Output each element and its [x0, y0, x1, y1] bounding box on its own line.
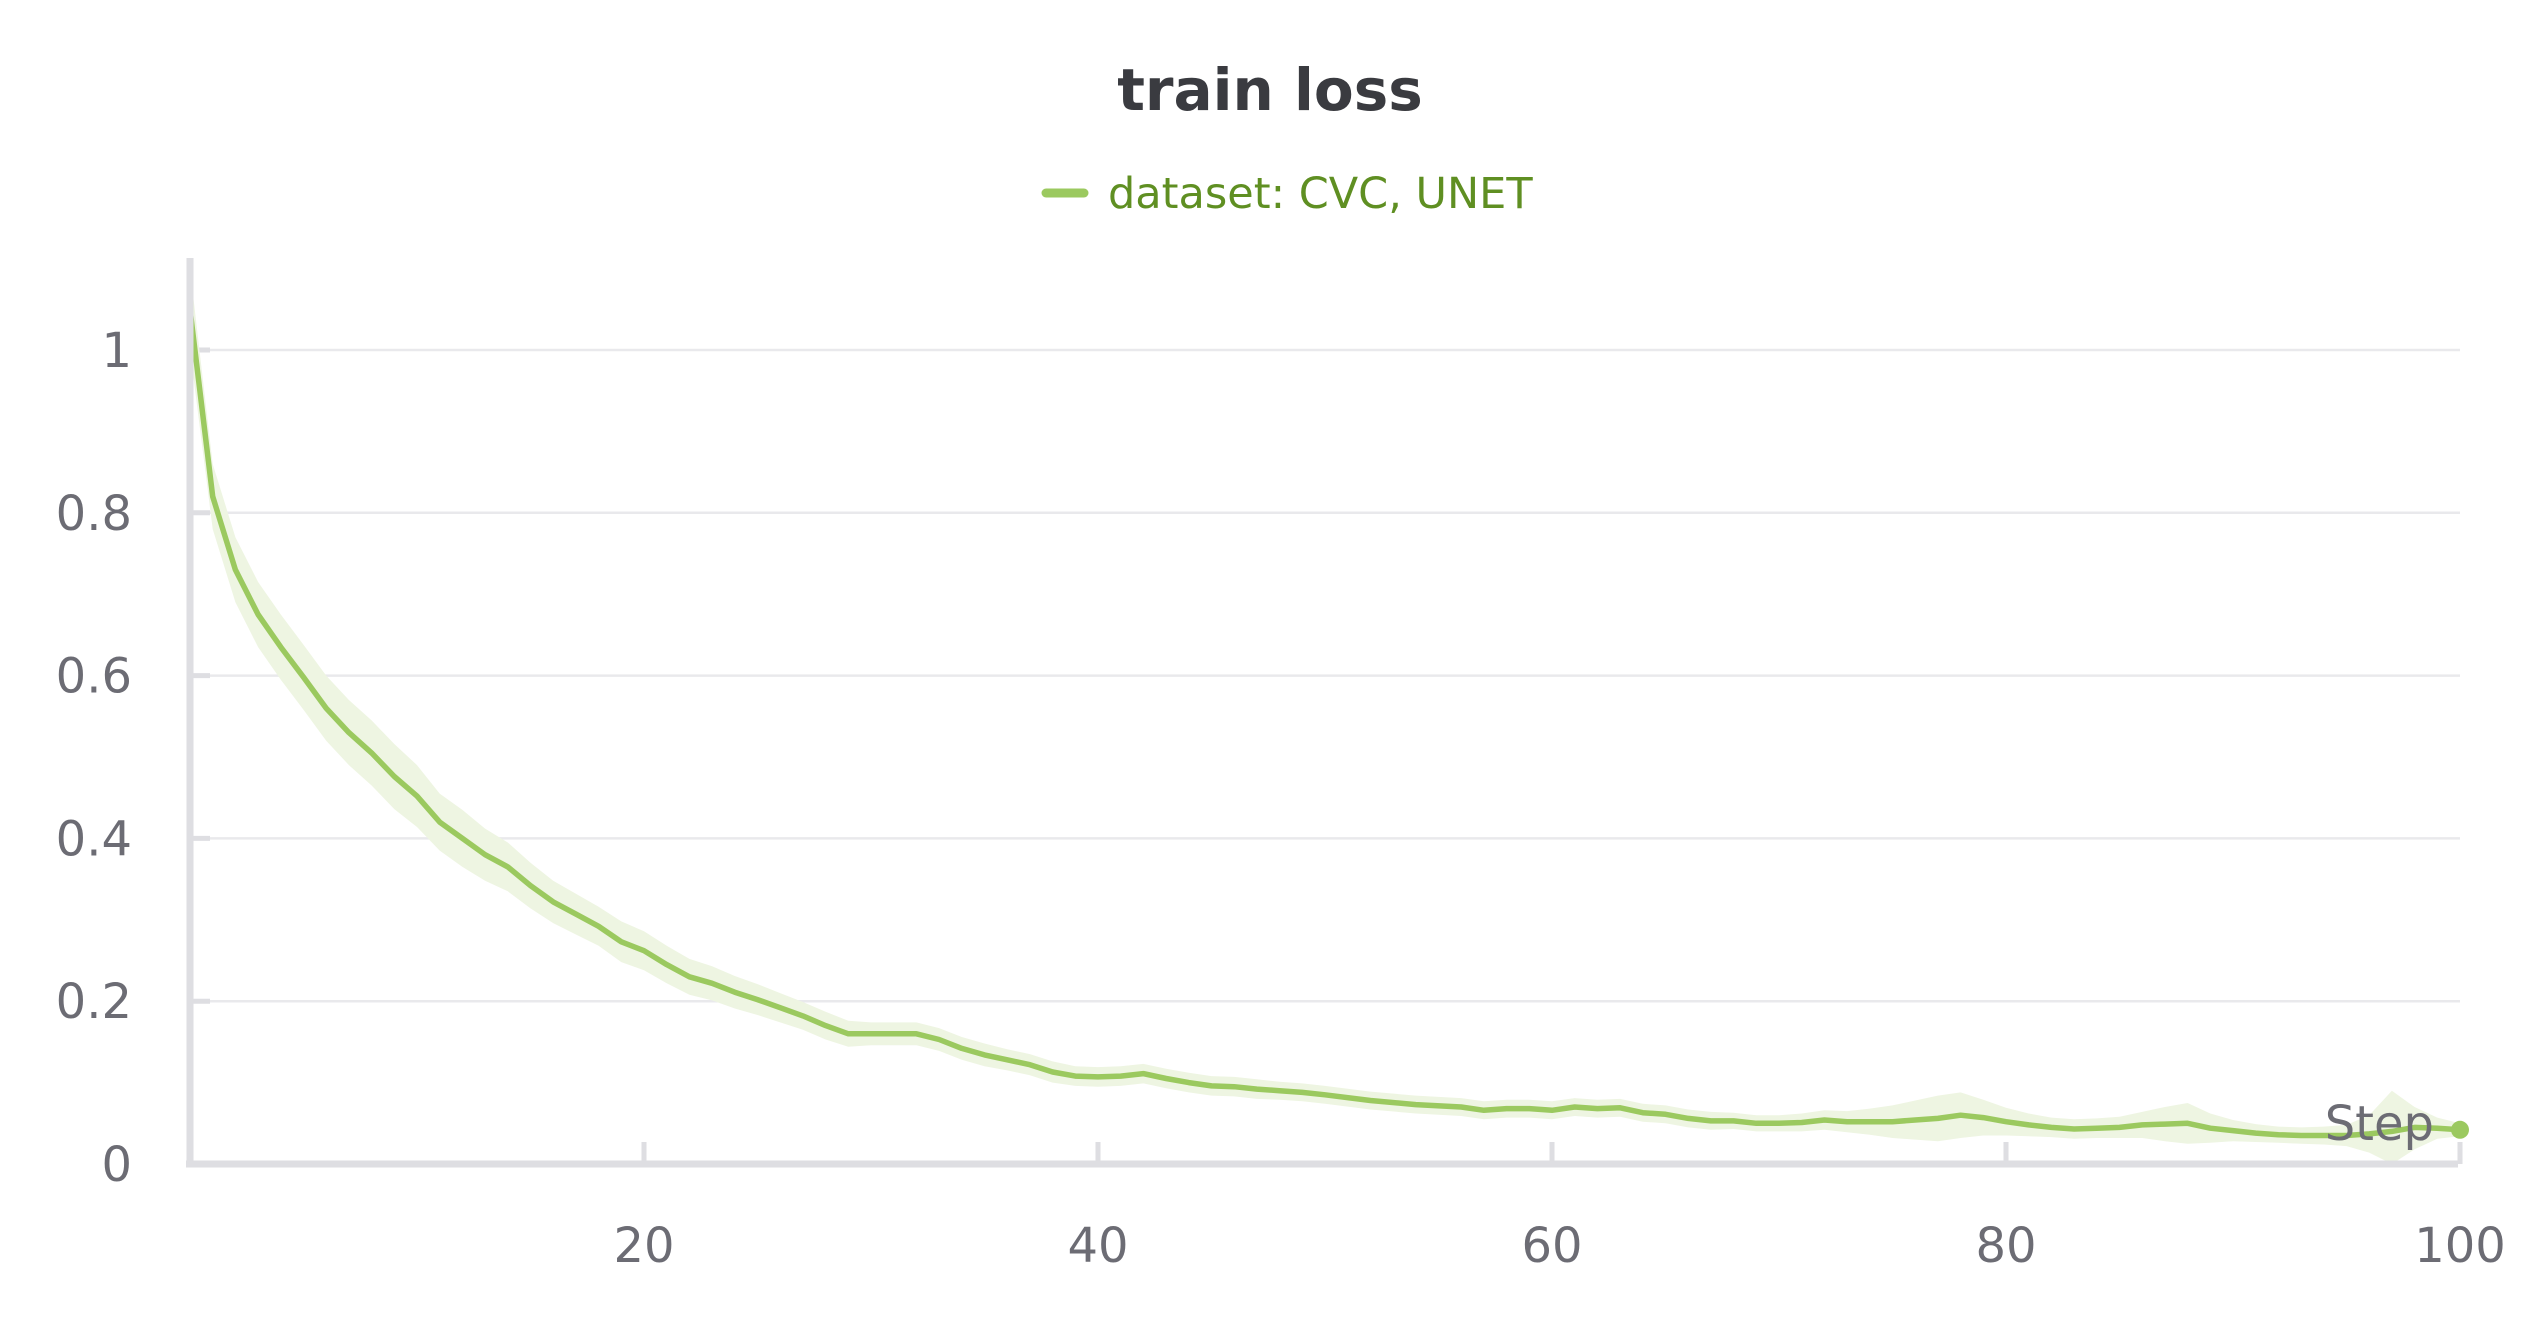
chart-title: train loss [1117, 56, 1423, 124]
y-tick-label: 0.2 [56, 974, 132, 1030]
series-line[interactable] [187, 306, 2463, 1139]
y-axis-ticks: 0 0.2 0.4 0.6 0.8 1 [56, 323, 210, 1193]
x-tick-label: 20 [613, 1218, 674, 1274]
gridlines [190, 348, 2460, 1003]
series-confidence-band [190, 268, 2460, 1165]
series-layer [187, 268, 2469, 1165]
y-tick-label: 0.8 [56, 486, 132, 542]
x-tick-label: 80 [1975, 1218, 2036, 1274]
x-tick-label: 100 [2414, 1218, 2506, 1274]
y-tick-label: 0.6 [56, 649, 132, 705]
y-tick-label: 0 [101, 1137, 132, 1193]
y-tick-label: 0.4 [56, 811, 132, 867]
x-axis-title: Step [2325, 1096, 2434, 1152]
x-tick-label: 60 [1521, 1218, 1582, 1274]
legend-series-label: dataset: CVC, UNET [1108, 169, 1533, 219]
legend[interactable]: dataset: CVC, UNET [1041, 169, 1533, 219]
y-tick-label: 1 [101, 323, 132, 379]
series-last-point[interactable] [2451, 1120, 2469, 1139]
x-axis-ticks: 20 40 60 80 100 [613, 1142, 2506, 1274]
x-tick-label: 40 [1067, 1218, 1128, 1274]
